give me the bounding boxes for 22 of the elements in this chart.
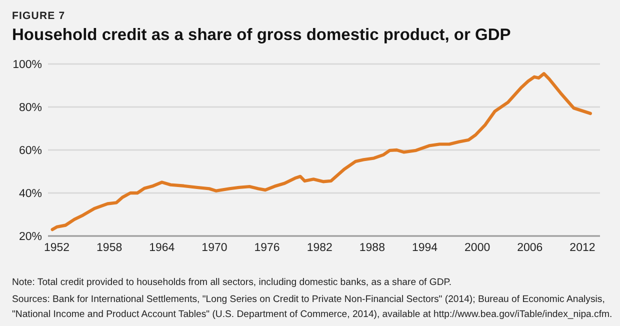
x-tick-label: 2012 — [570, 242, 596, 254]
source-note: Sources: Bank for International Settlements, "Long Series on Credit to Private Non-Financial Sectors" (2014); Bureau of Economic Analysis, — [12, 294, 605, 305]
x-tick-label: 1958 — [96, 242, 122, 254]
chart-title: Household credit as a share of gross domestic product, or GDP — [12, 26, 511, 44]
text: "National Income and Product Account Tables" (U.S. Department of Commerce, 2014), available at http://www.bea.gov/iTable/index_nipa.cfm. — [12, 309, 612, 320]
x-tick-label: 1964 — [149, 242, 176, 254]
line-series — [50, 72, 592, 232]
x-tick-label: 2000 — [464, 242, 490, 254]
y-tick-label: 60% — [18, 145, 42, 157]
y-tick-label: 20% — [18, 231, 42, 243]
x-tick-label: 1988 — [359, 242, 385, 254]
chart-subtitle: FIGURE 7 — [12, 10, 66, 22]
text: Note: Total credit provided to households from all sectors, including domestic banks, as a share of GDP. — [12, 277, 452, 288]
y-tick-label: 40% — [18, 188, 42, 200]
x-tick-label: 1976 — [254, 242, 280, 254]
x-tick-label: 2006 — [517, 242, 543, 254]
x-tick-label: 1952 — [44, 242, 70, 254]
x-tick-label: 1994 — [412, 242, 438, 254]
y-tick-label: 100% — [12, 59, 42, 71]
x-tick-label: 1982 — [306, 242, 332, 254]
y-tick-label: 80% — [18, 102, 42, 114]
x-tick-label: 1970 — [202, 242, 228, 254]
